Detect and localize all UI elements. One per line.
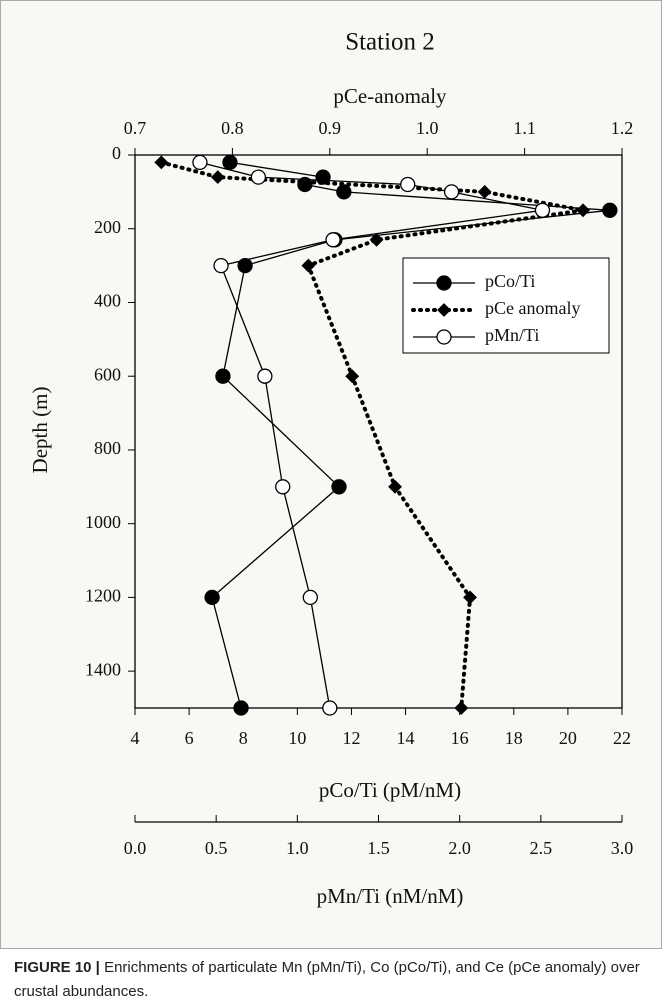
x2-tick-label: 0.8 <box>221 118 244 138</box>
data-point <box>322 700 338 716</box>
x1-tick-label: 8 <box>239 728 248 748</box>
y-tick-label: 600 <box>94 364 121 384</box>
data-point <box>302 589 318 606</box>
caption: FIGURE 10 | Enrichments of particulate M… <box>14 956 654 1004</box>
x3-tick-label: 3.0 <box>611 838 634 858</box>
legend-label: pMn/Ti <box>485 325 539 345</box>
x3-tick-label: 0.5 <box>205 838 228 858</box>
caption-text: Enrichments of particulate Mn (pMn/Ti), … <box>14 959 640 1000</box>
series-line <box>159 160 584 710</box>
data-point <box>215 368 231 384</box>
y-tick-label: 200 <box>94 217 121 237</box>
x3-tick-label: 1.0 <box>286 838 309 858</box>
x1-tick-label: 18 <box>505 728 523 748</box>
x1-tick-label: 20 <box>559 728 577 748</box>
y-tick-label: 800 <box>94 438 121 458</box>
data-point <box>388 479 402 494</box>
x2-tick-label: 1.2 <box>611 118 634 138</box>
chart: Station 2 pCe-anomaly pCo/Ti (pM/nM) pMn… <box>0 0 662 949</box>
data-point <box>325 232 341 248</box>
data-point <box>454 701 469 715</box>
legend-marker <box>436 329 452 345</box>
data-point <box>369 232 384 247</box>
data-point <box>602 202 618 218</box>
x1-tick-label: 10 <box>288 728 306 748</box>
data-point <box>192 154 208 171</box>
data-point <box>331 479 347 495</box>
data-point <box>257 368 273 384</box>
top-axis-title: pCe-anomaly <box>333 84 447 108</box>
data-point <box>154 155 169 170</box>
x2-tick-label: 0.9 <box>319 118 342 138</box>
x2-tick-label: 1.0 <box>416 118 439 138</box>
data-point <box>210 170 225 185</box>
legend-label: pCo/Ti <box>485 271 535 291</box>
y-tick-label: 0 <box>112 143 121 163</box>
x2-tick-label: 0.7 <box>124 118 147 138</box>
x3-tick-label: 2.0 <box>448 838 471 858</box>
x1-tick-label: 16 <box>451 728 469 748</box>
data-point <box>250 169 267 185</box>
caption-label: FIGURE 10 | <box>14 959 100 976</box>
figure-frame <box>0 0 662 949</box>
y-tick-label: 400 <box>94 291 121 311</box>
legend-marker <box>436 275 452 291</box>
data-point <box>576 203 590 218</box>
legend-marker <box>437 303 451 317</box>
data-point <box>345 369 360 384</box>
data-point <box>222 154 238 171</box>
data-point <box>534 202 551 218</box>
x1-tick-label: 22 <box>613 728 631 748</box>
x1-tick-label: 4 <box>131 728 140 748</box>
data-point <box>204 589 220 606</box>
data-point <box>233 700 249 716</box>
x3-tick-label: 0.0 <box>124 838 147 858</box>
legend-label: pCe anomaly <box>485 298 580 318</box>
y-axis-title: Depth (m) <box>28 387 52 474</box>
data-point <box>301 258 316 273</box>
x3-axis-title: pMn/Ti (nM/nM) <box>317 884 464 908</box>
data-point <box>463 590 477 605</box>
x2-tick-label: 1.1 <box>513 118 536 138</box>
plot-frame <box>134 154 623 709</box>
y-tick-label: 1200 <box>85 586 121 606</box>
y-tick-label: 1000 <box>85 512 121 532</box>
x1-tick-label: 6 <box>185 728 194 748</box>
data-point <box>237 257 253 274</box>
chart-title: Station 2 <box>345 29 435 56</box>
x1-tick-label: 14 <box>397 728 415 748</box>
x3-tick-label: 1.5 <box>367 838 390 858</box>
data-point <box>400 176 416 193</box>
y-tick-label: 1400 <box>85 659 121 679</box>
data-point <box>336 184 352 200</box>
x3-tick-label: 2.5 <box>530 838 553 858</box>
data-point <box>443 184 460 200</box>
data-point <box>275 479 291 495</box>
data-point <box>477 184 492 199</box>
x1-tick-label: 12 <box>342 728 360 748</box>
data-point <box>213 257 229 274</box>
x-axis-title: pCo/Ti (pM/nM) <box>319 778 461 802</box>
